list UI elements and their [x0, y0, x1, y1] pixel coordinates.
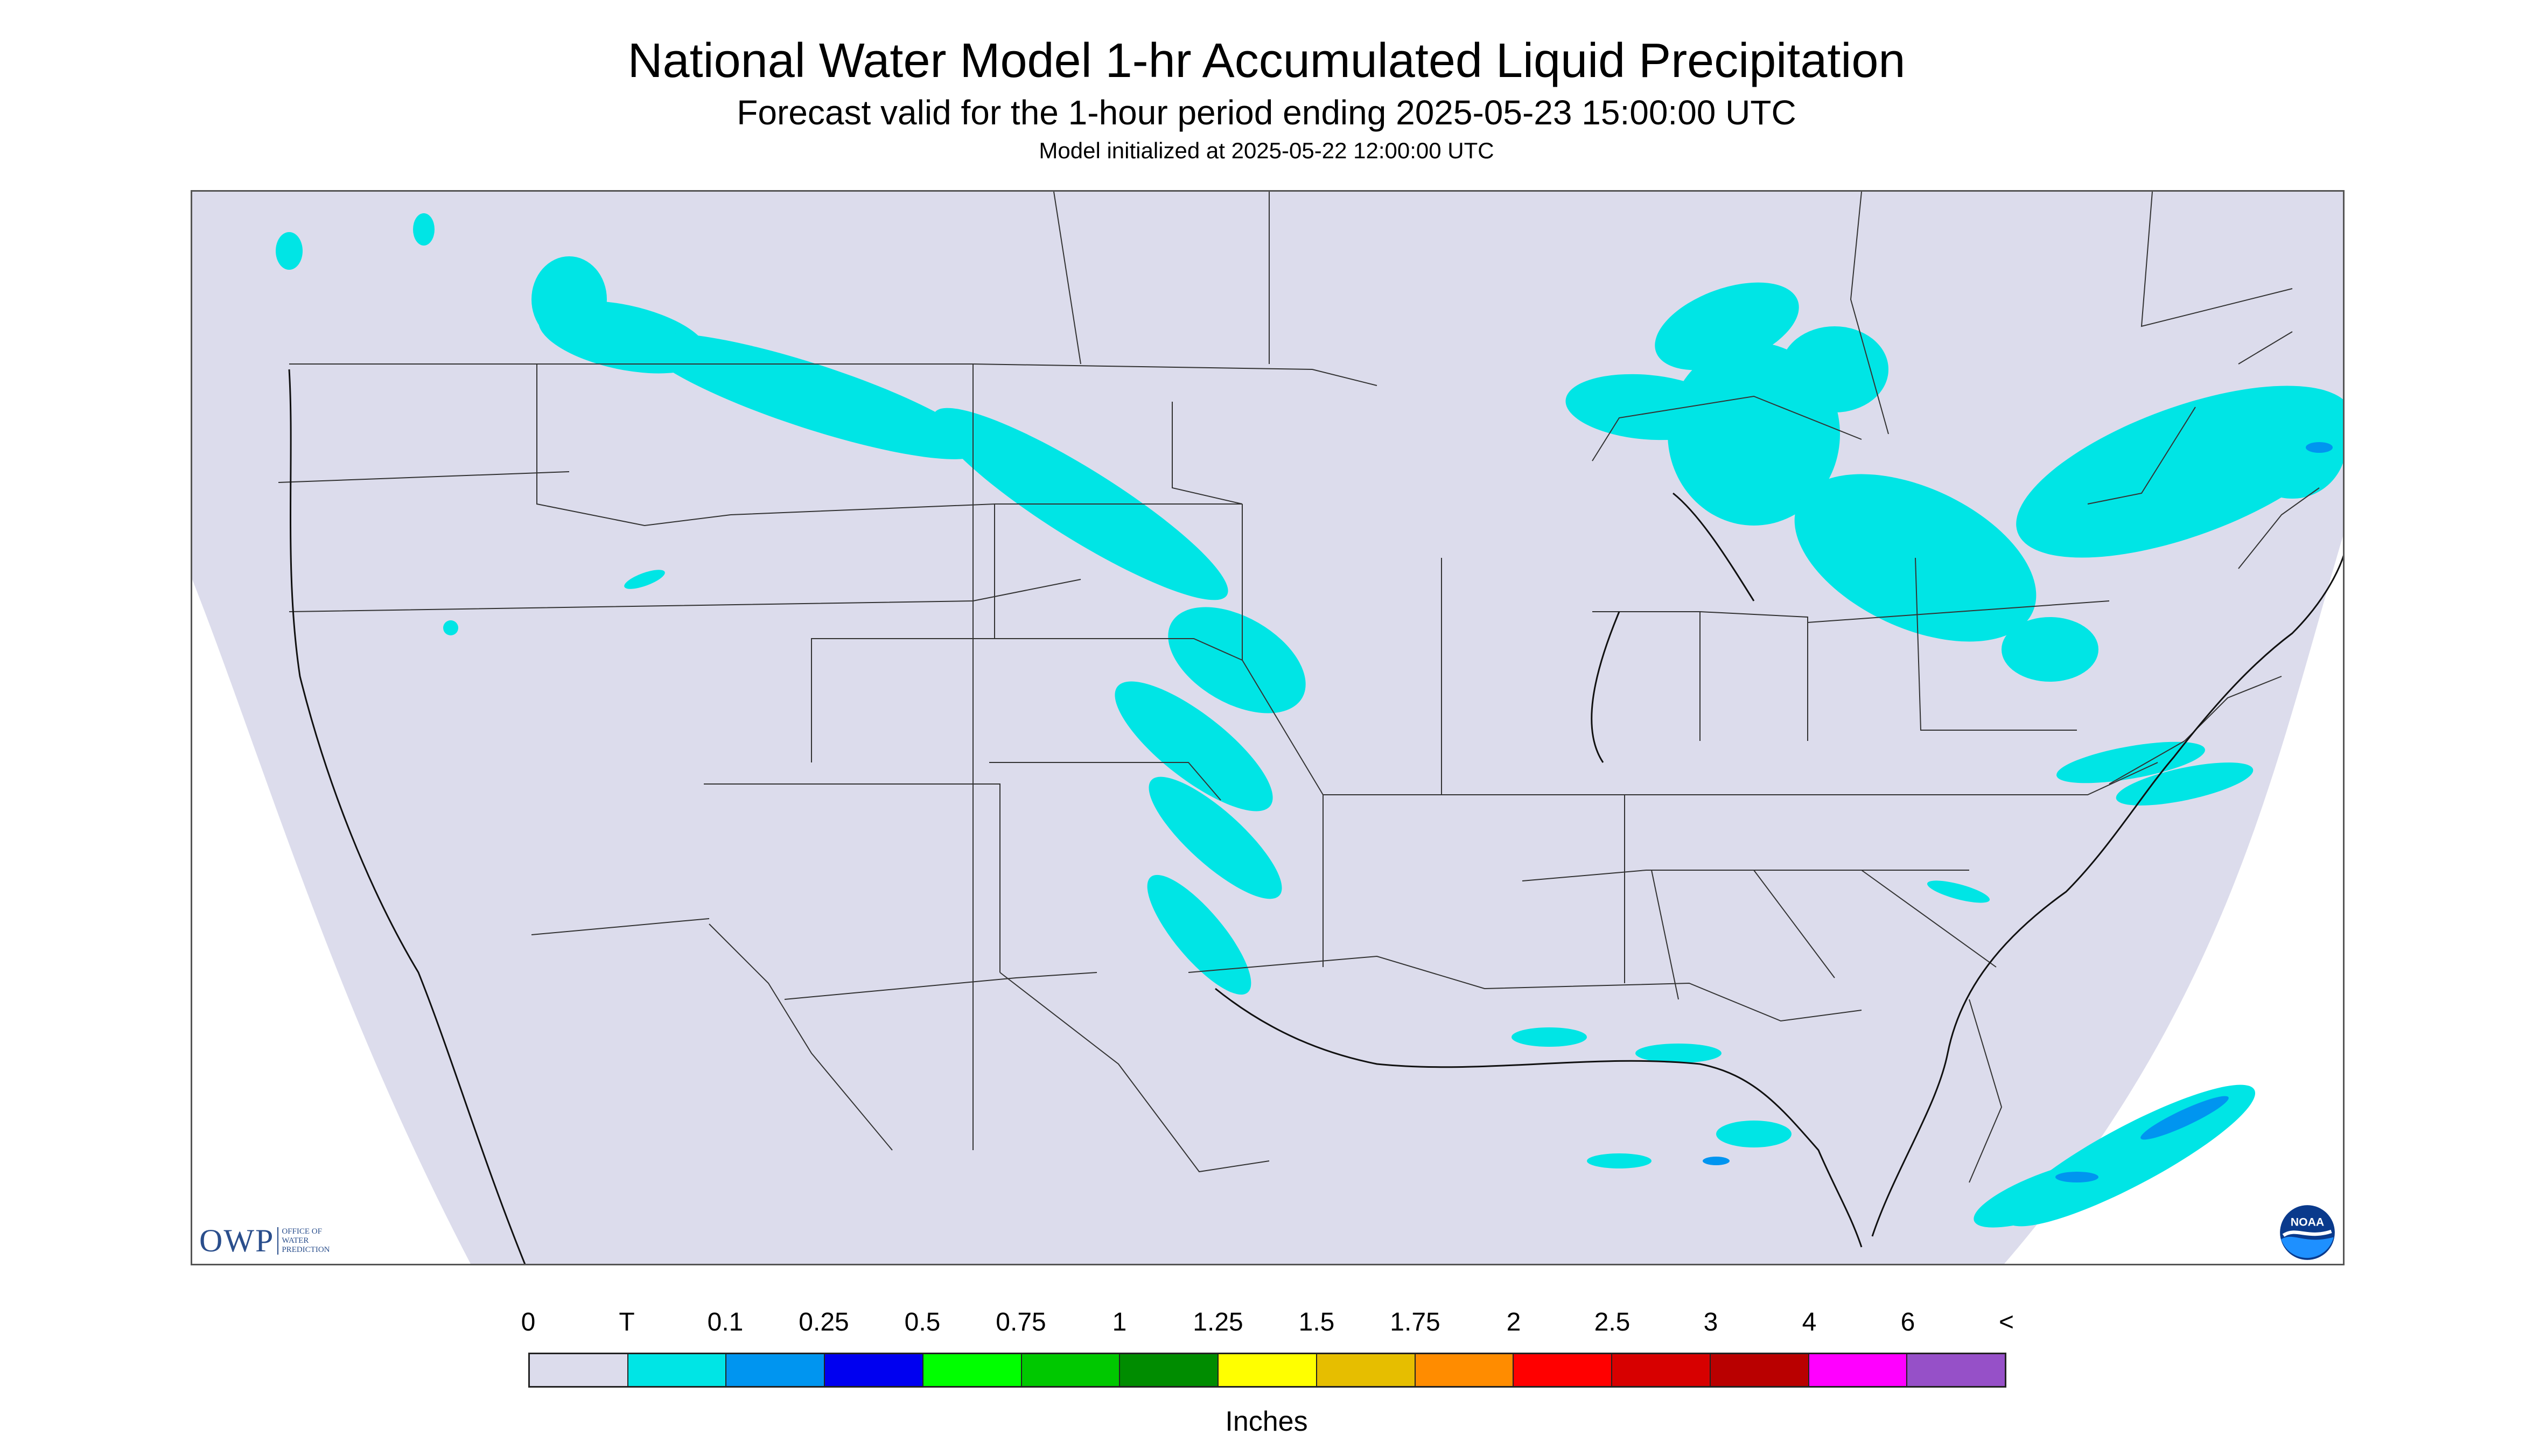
legend-tick-labels: 0 T 0.1 0.25 0.5 0.75 1 1.25 1.5 1.75 2 2.5 3 4 6 < [521, 1307, 2014, 1340]
legend-swatch [628, 1354, 727, 1386]
legend-colorbar [528, 1353, 2006, 1388]
owp-logo-text: OWP [199, 1223, 275, 1258]
legend-tick-label: 6 [1900, 1308, 1915, 1336]
political-boundaries [278, 192, 2320, 1183]
noaa-logo: NOAA [2280, 1205, 2335, 1260]
legend-units-label: Inches [1225, 1406, 1308, 1437]
legend-swatch [1219, 1354, 1317, 1386]
legend-swatch [1907, 1354, 2005, 1386]
legend-tick-label: 3 [1703, 1308, 1718, 1336]
data-domain [192, 192, 2343, 1264]
legend-swatch [530, 1354, 628, 1386]
svg-text:NOAA: NOAA [2291, 1216, 2324, 1228]
map-subtitle: Forecast valid for the 1-hour period end… [737, 93, 1796, 132]
legend-tick-label: 1 [1112, 1308, 1127, 1336]
legend-tick-label: < [1998, 1308, 2014, 1336]
legend-swatch [1120, 1354, 1219, 1386]
precip-01-areas [1703, 442, 2333, 1182]
legend-tick-label: 0.1 [707, 1308, 744, 1336]
legend-swatch [1021, 1354, 1121, 1386]
legend-swatch [1612, 1354, 1711, 1386]
owp-logo: OWP OFFICE OF WATER PREDICTION [199, 1222, 330, 1259]
legend-swatch [1809, 1354, 1908, 1386]
legend-swatch [923, 1354, 1022, 1386]
legend-tick-label: 0.25 [799, 1308, 849, 1336]
legend-swatch [1317, 1354, 1416, 1386]
legend-tick-label: 0.5 [904, 1308, 941, 1336]
coastlines [288, 369, 2343, 1264]
legend-swatch [825, 1354, 923, 1386]
legend-tick-label: T [619, 1308, 635, 1336]
map-title: National Water Model 1-hr Accumulated Li… [627, 34, 1906, 88]
legend-swatch [1710, 1354, 1809, 1386]
legend-tick-label: 2.5 [1594, 1308, 1631, 1336]
legend-tick-label: 0.75 [996, 1308, 1046, 1336]
legend-tick-label: 1.75 [1390, 1308, 1440, 1336]
legend-tick-label: 2 [1506, 1308, 1521, 1336]
legend-swatch [1514, 1354, 1613, 1386]
legend-swatch [726, 1354, 825, 1386]
model-init-line: Model initialized at 2025-05-22 12:00:00… [1039, 138, 1494, 163]
owp-logo-subtext: OFFICE OF WATER PREDICTION [277, 1227, 330, 1255]
legend-tick-label: 0 [521, 1308, 536, 1336]
precipitation-map [191, 190, 2345, 1265]
legend-swatch [1415, 1354, 1514, 1386]
legend-tick-label: 1.5 [1298, 1308, 1335, 1336]
legend-tick-label: 4 [1802, 1308, 1817, 1336]
legend-tick-label: 1.25 [1193, 1308, 1243, 1336]
